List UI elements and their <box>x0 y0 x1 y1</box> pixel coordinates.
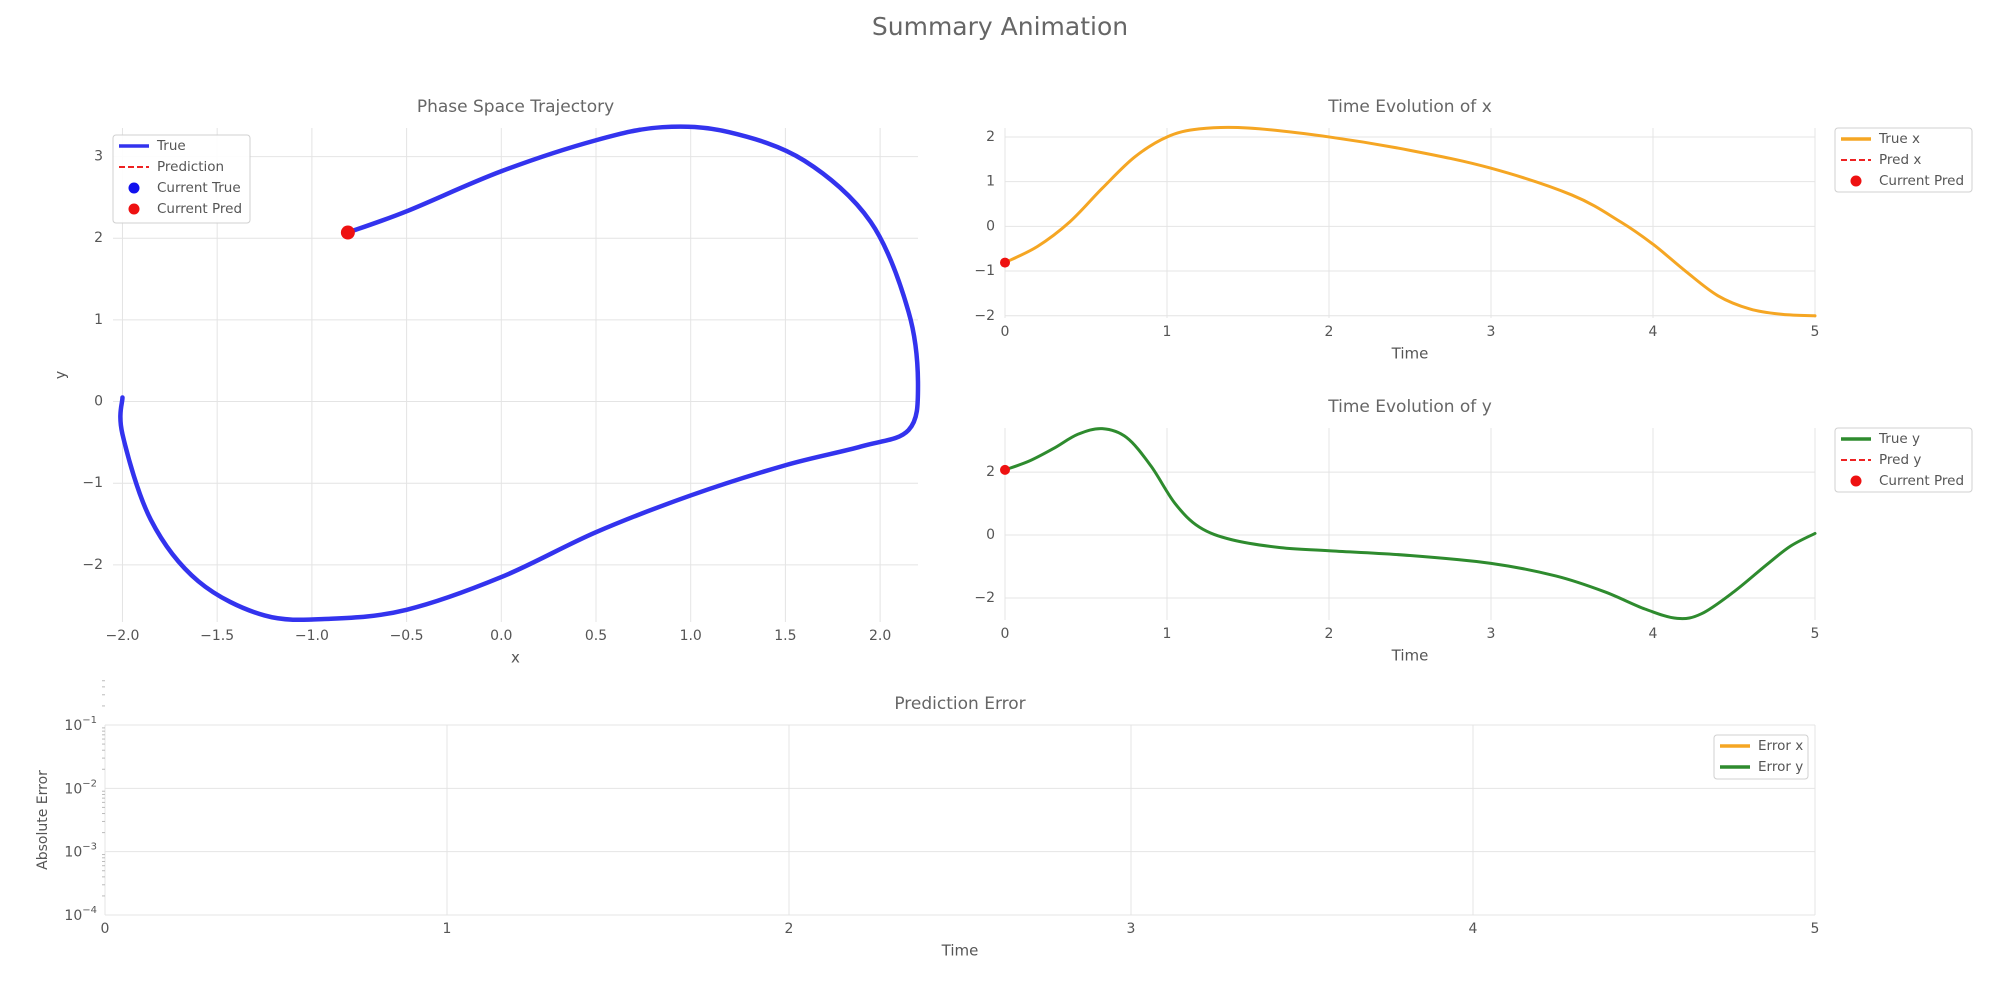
xt-series-line <box>1003 125 1817 318</box>
xt-legend-label: True x <box>1878 131 1920 147</box>
err-y-tick-label: 10−2 <box>64 778 97 797</box>
err-x-axis-label: Time <box>941 942 979 960</box>
phase-legend-swatch-marker <box>128 203 140 215</box>
phase-y-axis-label: y <box>53 371 69 379</box>
phase-legend-label: True <box>156 138 186 154</box>
phase-x-tick-label: −1.5 <box>200 628 234 644</box>
err-y-tick-label: 10−3 <box>64 842 97 861</box>
err-legend-label: Error x <box>1758 738 1803 754</box>
phase-y-tick-label: 2 <box>94 230 103 246</box>
xt-title: Time Evolution of x <box>1327 97 1492 117</box>
phase-legend-label: Prediction <box>157 159 224 175</box>
yt-x-tick-label: 2 <box>1325 626 1334 642</box>
yt-legend-label: Pred y <box>1879 452 1921 468</box>
phase-y-tick-label: −2 <box>82 557 103 573</box>
yt-x-tick-label: 3 <box>1487 626 1496 642</box>
err-x-tick-label: 4 <box>1469 921 1478 937</box>
xt-x-tick-label: 1 <box>1163 324 1172 340</box>
yt-current-pred-marker <box>1000 464 1010 475</box>
yt-legend-label: True y <box>1878 431 1920 447</box>
phase-x-tick-label: 1.0 <box>680 628 702 644</box>
yt-legend-box <box>1834 427 1973 493</box>
xt-legend-swatch-marker <box>1850 175 1862 187</box>
xt-x-tick-label: 4 <box>1649 324 1658 340</box>
xt-legend-box <box>1834 127 1973 193</box>
yt-title: Time Evolution of y <box>1327 397 1492 417</box>
err-legend-label: Error y <box>1758 759 1803 775</box>
xt-y-tick-label: −1 <box>974 263 995 279</box>
yt-x-tick-label: 0 <box>1001 626 1010 642</box>
yt-x-tick-label: 5 <box>1811 626 1820 642</box>
err-y-tick-label: 10−1 <box>64 715 97 734</box>
yt-y-tick-label: 0 <box>986 527 995 543</box>
err-x-tick-label: 0 <box>101 921 110 937</box>
xt-x-tick-label: 5 <box>1811 324 1820 340</box>
yt-x-axis-label: Time <box>1391 647 1429 665</box>
phase-x-tick-label: −2.0 <box>105 628 139 644</box>
phase-y-tick-label: 0 <box>94 394 103 410</box>
yt-x-tick-label: 4 <box>1649 626 1658 642</box>
err-x-tick-label: 1 <box>443 921 452 937</box>
err-y-axis-label: Absolute Error <box>35 770 51 870</box>
yt-y-tick-label: 2 <box>986 464 995 480</box>
yt-legend-label: Current Pred <box>1879 473 1964 489</box>
phase-x-tick-label: 0.0 <box>490 628 512 644</box>
phase-x-tick-label: 2.0 <box>869 628 891 644</box>
xt-y-tick-label: 0 <box>986 218 995 234</box>
figure-title: Summary Animation <box>871 12 1129 41</box>
xt-x-axis-label: Time <box>1391 345 1429 363</box>
yt-x-tick-label: 1 <box>1163 626 1172 642</box>
xt-x-tick-label: 0 <box>1001 324 1010 340</box>
phase-title: Phase Space Trajectory <box>417 97 614 117</box>
phase-series-line <box>118 124 921 623</box>
xt-legend-label: Current Pred <box>1879 173 1964 189</box>
yt-y-tick-label: −2 <box>974 590 995 606</box>
xt-y-tick-label: 2 <box>986 129 995 145</box>
err-y-tick-label: 10−4 <box>64 905 97 924</box>
phase-x-tick-label: 1.5 <box>774 628 796 644</box>
phase-legend-label: Current Pred <box>157 201 242 217</box>
xt-current-pred-marker <box>1000 257 1010 268</box>
phase-y-tick-label: −1 <box>82 475 103 491</box>
yt-legend-swatch-marker <box>1850 475 1862 487</box>
xt-y-tick-label: −2 <box>974 308 995 324</box>
phase-y-tick-label: 3 <box>94 149 103 165</box>
phase-legend-label: Current True <box>157 180 241 196</box>
phase-legend-box <box>112 134 251 224</box>
err-x-tick-label: 3 <box>1127 921 1136 937</box>
err-title: Prediction Error <box>894 694 1025 714</box>
xt-x-tick-label: 3 <box>1487 324 1496 340</box>
yt-series-line <box>1003 427 1817 621</box>
phase-x-axis-label: x <box>511 649 520 667</box>
phase-y-tick-label: 1 <box>94 312 103 328</box>
xt-x-tick-label: 2 <box>1325 324 1334 340</box>
xt-legend-label: Pred x <box>1879 152 1921 168</box>
phase-x-tick-label: −1.0 <box>295 628 329 644</box>
phase-legend-swatch-marker <box>128 182 140 194</box>
phase-x-tick-label: 0.5 <box>585 628 607 644</box>
err-x-tick-label: 2 <box>785 921 794 937</box>
phase-current-pred-marker <box>340 225 355 240</box>
phase-x-tick-label: −0.5 <box>390 628 424 644</box>
xt-y-tick-label: 1 <box>986 174 995 190</box>
err-x-tick-label: 5 <box>1811 921 1820 937</box>
